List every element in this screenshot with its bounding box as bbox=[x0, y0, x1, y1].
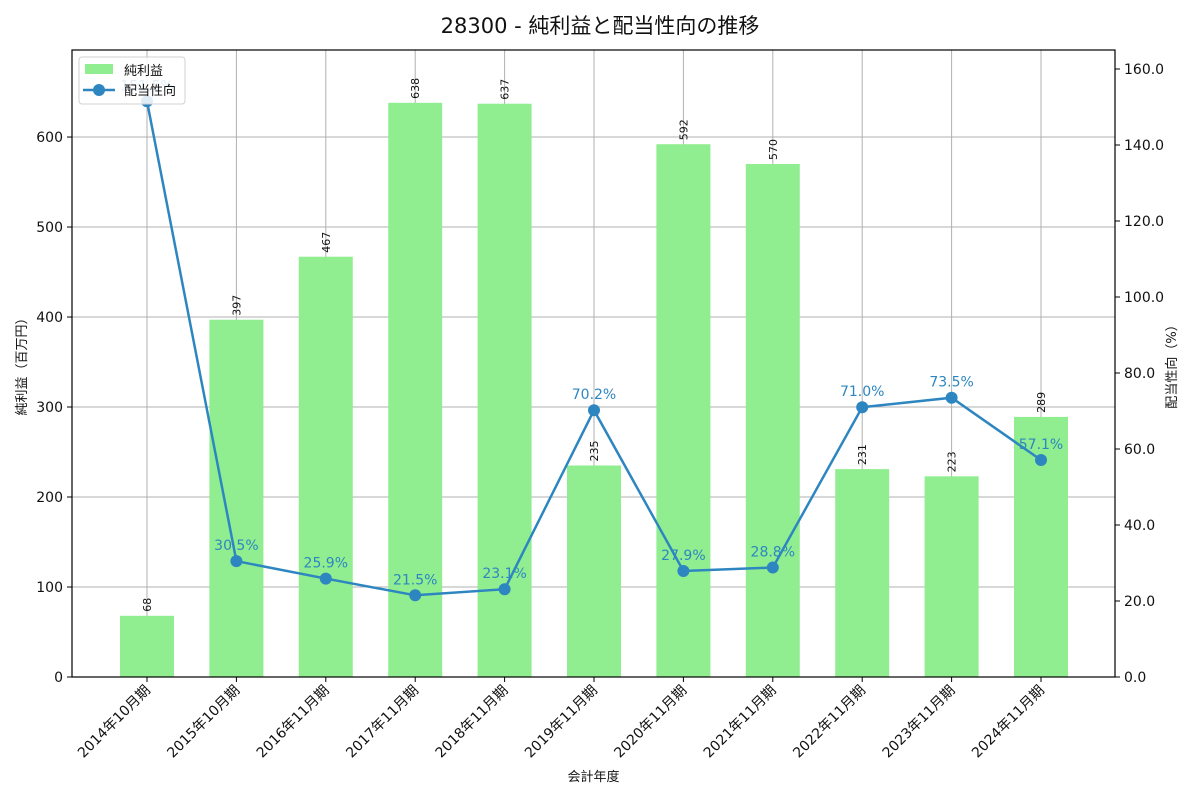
y-tick-label: 400 bbox=[36, 310, 63, 326]
line-marker bbox=[677, 564, 690, 577]
line-marker bbox=[230, 555, 243, 568]
y-tick-label: 600 bbox=[36, 130, 63, 146]
bar-value-label: 592 bbox=[677, 119, 690, 140]
bar-value-label: 235 bbox=[588, 441, 601, 462]
line-value-label: 57.1% bbox=[1019, 437, 1063, 453]
line-value-label: 27.9% bbox=[661, 548, 705, 564]
y-axis-label: 純利益（百万円） bbox=[15, 311, 30, 415]
line-marker bbox=[1035, 454, 1047, 467]
y-tick-label: 200 bbox=[36, 490, 63, 506]
y-tick-label: 300 bbox=[36, 400, 63, 416]
bar bbox=[120, 615, 174, 677]
line-marker bbox=[319, 572, 332, 585]
legend-marker-icon bbox=[93, 84, 105, 96]
bar-value-label: 68 bbox=[141, 598, 154, 612]
y-tick-label: 100 bbox=[36, 580, 63, 596]
y2-tick-label: 140.0 bbox=[1124, 138, 1164, 154]
bar-value-label: 223 bbox=[946, 451, 959, 472]
line-value-label: 73.5% bbox=[929, 375, 973, 391]
y2-tick-label: 80.0 bbox=[1124, 366, 1155, 382]
x-tick-label: 2018年11月期 bbox=[433, 683, 512, 762]
bar-value-label: 638 bbox=[409, 78, 422, 99]
x-tick-label: 2024年11月期 bbox=[969, 683, 1048, 762]
line-value-label: 28.8% bbox=[751, 545, 795, 561]
y2-tick-label: 60.0 bbox=[1124, 442, 1155, 458]
x-tick-label: 2016年11月期 bbox=[254, 683, 333, 762]
x-tick-label: 2021年11月期 bbox=[701, 683, 780, 762]
line-value-label: 21.5% bbox=[393, 572, 437, 588]
bar-value-label: 570 bbox=[767, 139, 780, 160]
line-marker bbox=[498, 583, 511, 596]
bar-value-label: 397 bbox=[230, 295, 243, 316]
bar bbox=[209, 319, 264, 677]
bar bbox=[567, 465, 621, 677]
bar bbox=[924, 476, 979, 677]
bar-value-labels: 68 397 467 638 637 235 592 570 231 223 289 bbox=[141, 78, 1048, 612]
bar bbox=[298, 256, 353, 677]
line-value-label: 25.9% bbox=[304, 556, 348, 572]
y2-tick-label: 100.0 bbox=[1124, 290, 1164, 306]
bar bbox=[477, 103, 532, 678]
y2-axis-label: 配当性向（%） bbox=[1164, 318, 1180, 408]
y2-tick-label: 160.0 bbox=[1124, 62, 1164, 78]
y2-tick-label: 40.0 bbox=[1124, 518, 1155, 534]
y2-tick-label: 0.0 bbox=[1124, 670, 1146, 686]
x-tick-label: 2023年11月期 bbox=[880, 683, 959, 762]
line-marker bbox=[766, 561, 779, 574]
line-value-label: 23.1% bbox=[482, 566, 526, 582]
line-marker bbox=[588, 404, 600, 417]
bar bbox=[835, 469, 890, 677]
bar-series-net-income bbox=[120, 102, 1068, 678]
bar bbox=[656, 144, 711, 678]
x-tick-label: 2022年11月期 bbox=[790, 683, 869, 762]
x-axis-label: 会計年度 bbox=[567, 769, 619, 785]
line-marker bbox=[409, 589, 422, 602]
bar-value-label: 231 bbox=[856, 444, 869, 465]
bar-value-label: 467 bbox=[320, 232, 333, 253]
line-value-label: 70.2% bbox=[572, 387, 616, 403]
bar bbox=[388, 102, 443, 678]
x-tick-label: 2015年10月期 bbox=[164, 683, 243, 762]
line-marker bbox=[945, 391, 958, 404]
x-tick-label: 2020年11月期 bbox=[611, 683, 690, 762]
x-tick-label: 2014年10月期 bbox=[75, 683, 154, 762]
y2-tick-label: 120.0 bbox=[1124, 214, 1164, 230]
y-tick-label: 500 bbox=[36, 220, 63, 236]
legend-bar-swatch bbox=[85, 64, 113, 74]
line-value-label: 30.5% bbox=[214, 538, 258, 554]
y-tick-label: 0 bbox=[54, 670, 63, 686]
line-value-label: 71.0% bbox=[840, 384, 884, 400]
bar bbox=[745, 164, 800, 678]
line-marker bbox=[856, 401, 869, 414]
x-tick-label: 2017年11月期 bbox=[343, 683, 422, 762]
bar-value-label: 289 bbox=[1035, 392, 1048, 413]
y2-tick-label: 20.0 bbox=[1124, 594, 1155, 610]
legend-label-net-income: 純利益 bbox=[124, 64, 163, 79]
chart-title: 28300 - 純利益と配当性向の推移 bbox=[440, 14, 760, 38]
x-tick-label: 2019年11月期 bbox=[522, 683, 601, 762]
legend-label-payout-ratio: 配当性向 bbox=[124, 83, 176, 99]
bar-value-label: 637 bbox=[499, 79, 512, 100]
